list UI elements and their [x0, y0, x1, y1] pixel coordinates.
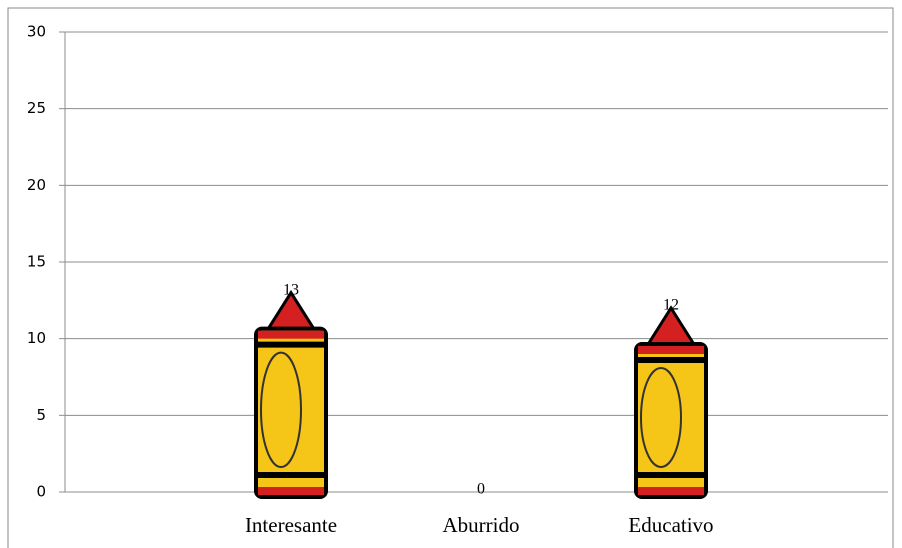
y-tick-label: 20: [27, 176, 46, 194]
crayon-body: [634, 342, 708, 499]
y-tick-label: 15: [27, 253, 46, 271]
y-tick-label: 25: [27, 99, 46, 117]
crayon-top-band: [638, 346, 704, 354]
crayon-label: [640, 367, 682, 468]
crayon-tip: [264, 289, 318, 333]
value-label: 0: [477, 481, 485, 498]
y-tick-label: 5: [36, 406, 46, 424]
crayon-body: [254, 326, 328, 499]
crayon-bar: [254, 289, 328, 499]
x-tick-label: Interesante: [245, 513, 337, 537]
y-tick-label: 10: [27, 329, 46, 347]
x-tick-label: Educativo: [628, 513, 713, 537]
y-tick-label: 0: [36, 483, 46, 501]
crayon-bottom-band: [638, 487, 704, 495]
crayon-label: [260, 351, 302, 469]
x-tick-label: Aburrido: [443, 513, 520, 537]
chart-frame: [7, 7, 894, 548]
value-label: 12: [663, 297, 679, 314]
y-tick-label: 30: [27, 23, 46, 41]
crayon-bottom-band: [258, 487, 324, 495]
crayon-bar: [634, 305, 708, 499]
crayon-top-band: [258, 330, 324, 339]
crayon-tip: [644, 305, 698, 348]
value-label: 13: [283, 281, 299, 298]
